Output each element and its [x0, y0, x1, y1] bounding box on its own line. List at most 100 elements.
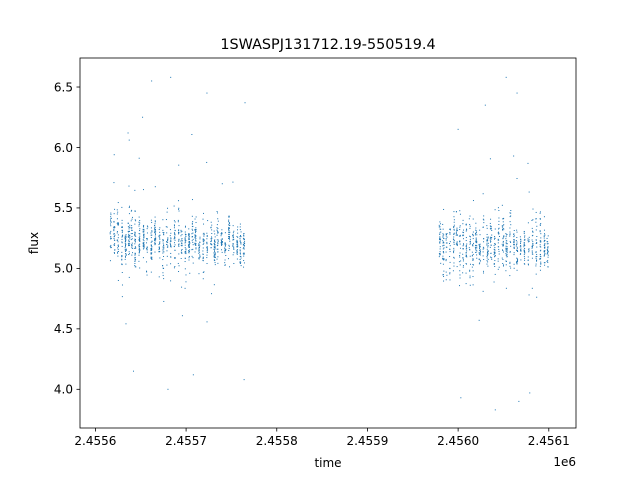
- data-point: [237, 226, 239, 228]
- data-point: [446, 233, 448, 235]
- data-point: [114, 234, 116, 236]
- data-point: [486, 244, 488, 246]
- data-point: [198, 273, 200, 275]
- data-point: [114, 249, 116, 251]
- data-point: [110, 214, 112, 216]
- data-point: [487, 246, 489, 248]
- data-point: [232, 239, 234, 241]
- data-point: [173, 232, 175, 234]
- data-point: [443, 259, 445, 261]
- data-point: [510, 210, 512, 211]
- data-point: [244, 238, 245, 240]
- data-point: [121, 219, 123, 221]
- data-point: [178, 238, 180, 240]
- data-point: [472, 258, 474, 260]
- data-point: [155, 237, 157, 239]
- x-tick-label: 2.4561: [528, 434, 570, 448]
- data-point: [540, 254, 542, 256]
- data-point: [224, 245, 226, 247]
- data-point: [470, 242, 472, 244]
- data-point: [181, 240, 183, 242]
- data-point: [125, 244, 127, 246]
- data-point: [509, 234, 511, 236]
- data-point: [154, 233, 156, 235]
- data-point: [497, 242, 499, 244]
- data-point: [466, 256, 468, 258]
- data-point: [158, 247, 160, 249]
- data-point: [453, 262, 455, 264]
- data-point: [453, 224, 455, 226]
- data-point: [228, 227, 230, 229]
- data-point: [506, 254, 508, 256]
- data-point: [449, 256, 451, 258]
- data-point: [546, 252, 548, 254]
- data-point: [206, 161, 208, 163]
- data-point: [166, 264, 168, 266]
- data-point: [475, 241, 477, 243]
- data-point: [244, 242, 246, 244]
- data-point: [458, 261, 460, 263]
- data-point: [232, 225, 234, 227]
- data-point: [184, 257, 186, 259]
- data-point: [455, 243, 457, 245]
- data-point: [459, 210, 461, 212]
- data-point: [489, 236, 491, 238]
- data-point: [440, 262, 442, 264]
- data-point: [167, 239, 169, 241]
- data-point: [158, 236, 160, 238]
- data-point: [465, 224, 467, 226]
- data-point: [443, 208, 445, 210]
- data-point: [117, 241, 119, 243]
- data-point: [520, 243, 522, 245]
- data-point: [472, 258, 474, 260]
- data-point: [142, 242, 144, 244]
- data-point: [482, 290, 484, 292]
- data-point: [494, 244, 496, 246]
- data-point: [535, 229, 537, 231]
- data-point: [184, 247, 186, 249]
- data-point: [217, 220, 219, 222]
- data-point: [494, 249, 496, 251]
- x-tick-label: 2.4556: [74, 434, 116, 448]
- data-point: [498, 266, 500, 268]
- data-point: [134, 257, 136, 259]
- data-point: [459, 256, 461, 258]
- data-point: [151, 257, 153, 259]
- data-point: [138, 157, 140, 159]
- data-point: [506, 234, 508, 236]
- data-point: [505, 76, 507, 78]
- data-point: [125, 235, 127, 237]
- data-point: [453, 228, 455, 230]
- data-point: [210, 239, 212, 241]
- data-point: [233, 263, 235, 264]
- data-point: [121, 272, 123, 273]
- data-point: [121, 264, 123, 266]
- data-point: [438, 226, 440, 228]
- data-point: [531, 287, 533, 289]
- data-point: [139, 235, 141, 237]
- data-point: [520, 249, 521, 251]
- data-point: [195, 221, 197, 223]
- data-point: [516, 246, 518, 248]
- data-point: [162, 259, 164, 261]
- data-point: [524, 248, 526, 250]
- data-point: [486, 252, 488, 254]
- data-point: [445, 279, 447, 281]
- data-point: [244, 241, 246, 243]
- data-point: [221, 241, 223, 243]
- data-point: [188, 234, 190, 236]
- data-point: [527, 239, 529, 241]
- data-point: [188, 242, 190, 244]
- data-point: [469, 284, 471, 286]
- data-point: [498, 217, 500, 219]
- data-point: [143, 233, 145, 235]
- data-point: [483, 270, 485, 272]
- data-point: [174, 225, 175, 227]
- data-point: [203, 232, 205, 234]
- data-point: [487, 255, 489, 257]
- data-point: [453, 241, 455, 243]
- data-point: [151, 258, 153, 260]
- data-point: [213, 256, 215, 258]
- data-point: [462, 245, 464, 247]
